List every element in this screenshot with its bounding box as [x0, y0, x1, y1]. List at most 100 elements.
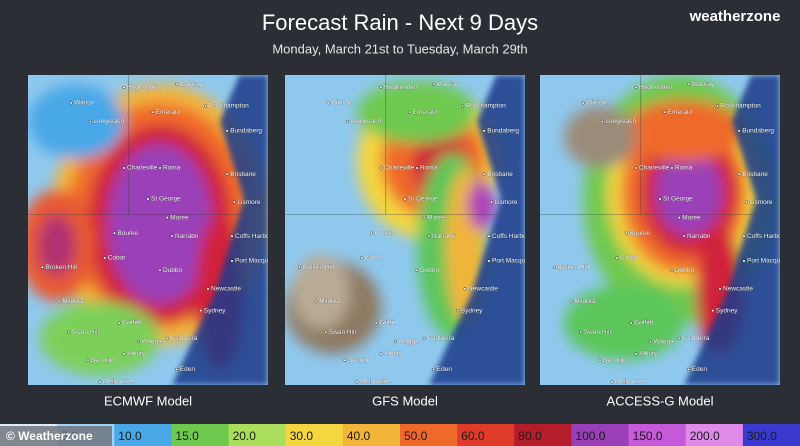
map-label: ECMWF Model	[104, 393, 192, 408]
city-dot	[369, 231, 373, 235]
city-label: Canberra	[427, 335, 454, 342]
city-label: Bendigo	[91, 357, 115, 364]
city-dot	[670, 268, 674, 272]
city-dot	[742, 259, 746, 263]
legend-label: 40.0	[347, 429, 371, 443]
city-dot	[687, 82, 691, 86]
city-dot	[326, 101, 330, 105]
legend-swatch	[457, 424, 515, 446]
city-dot	[175, 368, 179, 372]
city-dot	[415, 166, 419, 170]
city-dot	[600, 119, 604, 123]
legend-swatch	[514, 424, 572, 446]
city-label: Mackay	[180, 81, 203, 88]
city-dot	[634, 166, 638, 170]
city-dot	[579, 330, 583, 334]
city-dot	[677, 337, 681, 341]
city-label: Dubbo	[163, 267, 183, 274]
city-dot	[670, 166, 674, 170]
city-label: Winton	[74, 100, 95, 107]
city-label: Narrabri	[432, 233, 455, 240]
city-dot	[408, 110, 412, 114]
city-dot	[199, 309, 203, 313]
city-label: Swan Hill	[72, 329, 100, 336]
city-dot	[86, 358, 90, 362]
city-dot	[581, 101, 585, 105]
rain-area	[292, 254, 350, 330]
city-dot	[663, 110, 667, 114]
city-dot	[718, 287, 722, 291]
city-label: Sydney	[716, 307, 738, 314]
rain-area	[37, 214, 76, 277]
city-dot	[206, 287, 210, 291]
legend-label: 15.0	[175, 429, 199, 443]
city-label: Bundaberg	[742, 128, 774, 135]
city-dot	[677, 216, 681, 220]
rain-area	[655, 149, 723, 237]
city-dot	[230, 259, 234, 263]
city-label: Canberra	[170, 335, 197, 342]
city-label: Albury	[127, 351, 146, 358]
city-dot	[230, 234, 234, 238]
city-label: Mackay	[437, 81, 460, 88]
rain-area	[357, 81, 477, 144]
legend-swatch	[685, 424, 744, 446]
city-dot	[716, 104, 720, 108]
city-label: Wagga	[141, 338, 162, 345]
city-dot	[225, 129, 229, 133]
city-label: Dubbo	[675, 267, 695, 274]
city-dot	[463, 287, 467, 291]
city-label: Brisbane	[742, 171, 768, 178]
city-label: Bourke	[374, 230, 395, 237]
city-label: Longreach	[350, 118, 381, 125]
city-dot	[489, 200, 493, 204]
city-label: Broken Hill	[302, 264, 334, 271]
city-dot	[158, 268, 162, 272]
city-dot	[98, 380, 102, 384]
city-label: Canberra	[682, 335, 709, 342]
city-label: Brisbane	[230, 171, 256, 178]
city-dot	[393, 340, 397, 344]
city-dot	[610, 380, 614, 384]
city-dot	[737, 172, 741, 176]
city-label: Rockhampton	[466, 103, 506, 110]
city-dot	[569, 299, 573, 303]
city-label: Bundaberg	[487, 128, 519, 135]
city-label: Eden	[692, 366, 708, 373]
legend-label: 60.0	[461, 429, 485, 443]
maps: Mackay Hughenden Winton Longreach Emerald Roc…	[28, 75, 780, 408]
city-dot	[737, 129, 741, 133]
city-dot	[57, 299, 61, 303]
city-dot	[314, 299, 318, 303]
city-dot	[634, 352, 638, 356]
legend: 5.010.015.020.030.040.050.060.080.0100.0…	[0, 424, 800, 446]
city-label: Charleville	[639, 165, 670, 172]
city-label: Lismore	[494, 199, 518, 206]
city-dot	[112, 231, 116, 235]
city-label: St George	[408, 196, 438, 203]
city-dot	[487, 259, 491, 263]
rain-area	[107, 143, 213, 305]
city-dot	[117, 321, 121, 325]
legend-swatch	[742, 424, 800, 446]
city-label: Emerald	[668, 109, 693, 116]
legend-swatch	[342, 424, 401, 446]
rain-area	[28, 84, 124, 159]
city-dot	[122, 166, 126, 170]
legend-swatch	[171, 424, 230, 446]
legend-label: 80.0	[518, 429, 542, 443]
watermark-bg	[0, 426, 112, 446]
city-dot	[711, 309, 715, 313]
city-dot	[232, 200, 236, 204]
city-dot	[432, 368, 436, 372]
city-dot	[615, 256, 619, 260]
city-dot	[415, 268, 419, 272]
city-label: Albury	[384, 351, 403, 358]
map-layer: Mackay Hughenden Winton Longreach Emerald Roc…	[285, 75, 525, 385]
city-label: Lismore	[237, 199, 261, 206]
city-dot	[648, 340, 652, 344]
city-dot	[67, 330, 71, 334]
city-dot	[103, 256, 107, 260]
city-label: Roma	[675, 165, 693, 172]
city-dot	[170, 234, 174, 238]
